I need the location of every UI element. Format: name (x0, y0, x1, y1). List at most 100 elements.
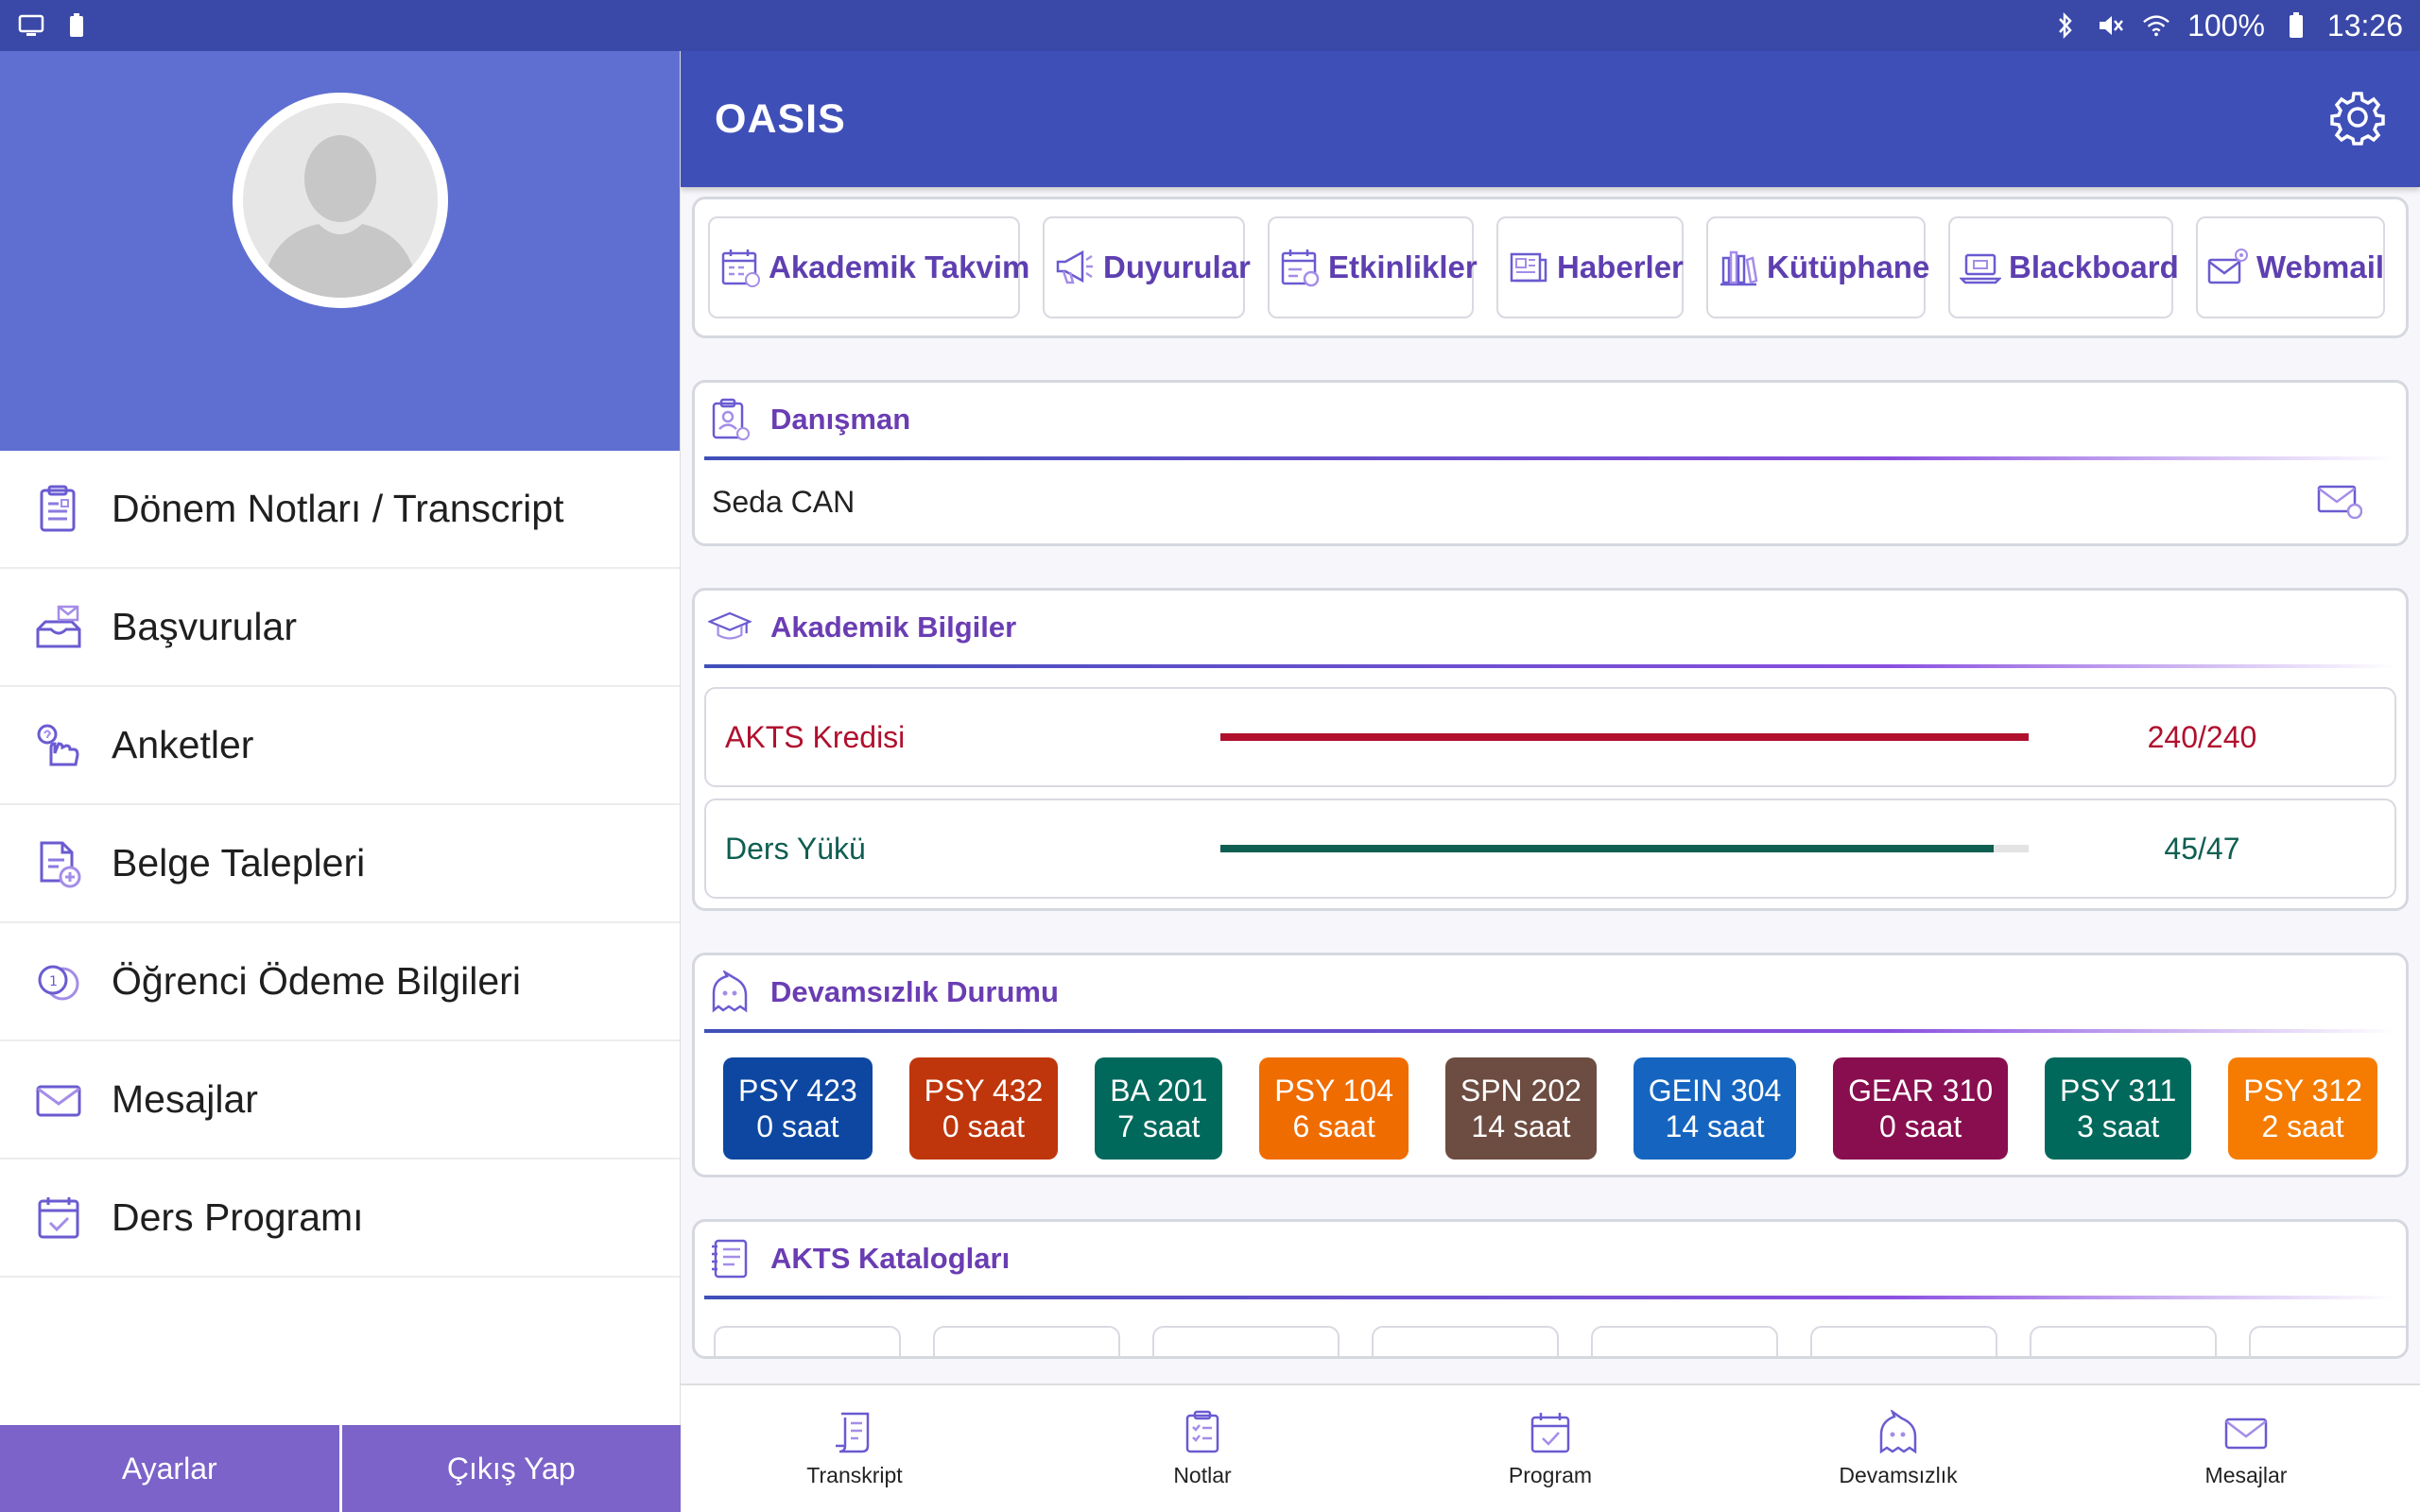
nav-label: Transkript (806, 1462, 903, 1487)
nav-label: Notlar (1173, 1462, 1232, 1487)
nav-program[interactable]: Program (1409, 1410, 1692, 1488)
advisor-name: Seda CAN (712, 484, 856, 519)
catalog-button[interactable] (1372, 1326, 1559, 1356)
quick-link-webmail[interactable]: Webmail (2196, 216, 2385, 318)
absence-chip-psy104[interactable]: PSY 104 6 saat (1259, 1057, 1409, 1160)
academic-info-card: Akademik Bilgiler AKTS Kredisi 240/240 D… (692, 588, 2409, 911)
applications-icon (34, 603, 83, 652)
course-code: GEIN 304 (1648, 1074, 1782, 1108)
absence-chip-ba201[interactable]: BA 201 7 saat (1095, 1057, 1223, 1160)
course-code: PSY 423 (738, 1074, 857, 1108)
section-divider (704, 1296, 2396, 1299)
app-bar: OASIS (681, 51, 2420, 187)
catalog-button[interactable] (2249, 1326, 2406, 1356)
section-divider (704, 664, 2396, 668)
course-load-row: Ders Yükü 45/47 (704, 799, 2396, 899)
absence-card: Devamsızlık Durumu PSY 423 0 saat PSY 432… (692, 953, 2409, 1177)
drawer-item-label: Ders Programı (112, 1195, 364, 1239)
calendar-icon (1528, 1410, 1573, 1455)
drawer-header (0, 51, 680, 451)
logout-button[interactable]: Çıkış Yap (338, 1425, 681, 1512)
catalog-button[interactable] (714, 1326, 901, 1356)
send-mail-icon[interactable] (2317, 481, 2363, 524)
survey-icon (34, 721, 83, 770)
battery-percent: 100% (2187, 8, 2265, 43)
nav-grades[interactable]: Notlar (1061, 1410, 1344, 1488)
nav-messages[interactable]: Mesajlar (2104, 1410, 2388, 1488)
nav-transcript[interactable]: Transkript (713, 1410, 996, 1488)
catalog-list (695, 1299, 2406, 1356)
ects-credit-label: AKTS Kredisi (725, 719, 906, 754)
calendar-icon (719, 247, 761, 288)
document-request-icon (34, 839, 83, 888)
drawer-item-surveys[interactable]: Anketler (0, 687, 680, 805)
drawer-item-label: Anketler (112, 723, 254, 766)
battery-icon (2282, 11, 2310, 40)
quick-link-academic-calendar[interactable]: Akademik Takvim (708, 216, 1029, 318)
settings-button[interactable]: Ayarlar (0, 1425, 339, 1512)
absence-chip-gein304[interactable]: GEIN 304 14 saat (1633, 1057, 1797, 1160)
mail-icon (2223, 1410, 2269, 1455)
course-code: BA 201 (1110, 1074, 1208, 1108)
absence-hours: 14 saat (1471, 1109, 1571, 1143)
absence-hours: 2 saat (2261, 1109, 2344, 1143)
quick-link-label: Duyurular (1103, 249, 1251, 284)
absence-chip-psy312[interactable]: PSY 312 2 saat (2228, 1057, 2377, 1160)
advisor-card: Danışman Seda CAN (692, 380, 2409, 546)
absence-chip-psy432[interactable]: PSY 432 0 saat (908, 1057, 1059, 1160)
course-code: PSY 312 (2243, 1074, 2362, 1108)
drawer-footer: Ayarlar Çıkış Yap (0, 1425, 681, 1512)
ects-credit-row: AKTS Kredisi 240/240 (704, 687, 2396, 787)
event-icon (1279, 247, 1321, 288)
transcript-icon (832, 1410, 877, 1455)
laptop-icon (1960, 247, 2001, 288)
quick-link-events[interactable]: Etkinlikler (1268, 216, 1478, 318)
absence-icon (1876, 1409, 1921, 1455)
quick-link-label: Kütüphane (1767, 249, 1930, 284)
catalog-button[interactable] (1591, 1326, 1778, 1356)
course-code: SPN 202 (1460, 1074, 1582, 1108)
wifi-icon (2142, 11, 2170, 40)
absence-hours: 0 saat (942, 1109, 1026, 1143)
drawer-item-label: Dönem Notları / Transcript (112, 487, 564, 530)
nav-absence[interactable]: Devamsızlık (1756, 1409, 2040, 1488)
drawer-item-label: Mesajlar (112, 1077, 258, 1121)
absence-chip-gear310[interactable]: GEAR 310 0 saat (1833, 1057, 2009, 1160)
quick-link-news[interactable]: Haberler (1496, 216, 1684, 318)
quick-link-library[interactable]: Kütüphane (1706, 216, 1930, 318)
catalog-button[interactable] (1810, 1326, 1997, 1356)
drawer-item-payment-info[interactable]: 1 Öğrenci Ödeme Bilgileri (0, 923, 680, 1041)
catalog-button[interactable] (2030, 1326, 2217, 1356)
quick-link-blackboard[interactable]: Blackboard (1948, 216, 2179, 318)
gear-icon[interactable] (2329, 89, 2386, 150)
mute-icon (2097, 11, 2125, 40)
drawer-item-messages[interactable]: Mesajlar (0, 1041, 680, 1160)
nav-label: Devamsızlık (1839, 1462, 1958, 1487)
drawer-item-label: Belge Talepleri (112, 841, 366, 885)
absence-chip-psy423[interactable]: PSY 423 0 saat (723, 1057, 873, 1160)
absence-hours: 7 saat (1117, 1109, 1201, 1143)
grades-icon (1180, 1410, 1225, 1455)
catalogs-title: AKTS Katalogları (770, 1242, 1011, 1275)
avatar[interactable] (232, 93, 448, 308)
drawer-item-applications[interactable]: Başvurular (0, 569, 680, 687)
course-load-value: 45/47 (2164, 831, 2240, 866)
drawer-menu: Dönem Notları / Transcript Başvurular An… (0, 451, 680, 1278)
nav-label: Program (1508, 1462, 1593, 1487)
drawer-item-transcript[interactable]: Dönem Notları / Transcript (0, 451, 680, 569)
drawer-item-document-requests[interactable]: Belge Talepleri (0, 805, 680, 923)
absence-chip-spn202[interactable]: SPN 202 14 saat (1444, 1057, 1597, 1160)
payment-icon: 1 (34, 957, 83, 1006)
ects-credit-progress-bar (1219, 733, 2029, 741)
catalog-button[interactable] (1152, 1326, 1340, 1356)
course-code: PSY 432 (924, 1074, 1044, 1108)
main-content: OASIS Akademik Takvim Duyurular Etkinlik… (681, 51, 2420, 1512)
quick-link-announcements[interactable]: Duyurular (1043, 216, 1251, 318)
catalogs-header: AKTS Katalogları (695, 1222, 2406, 1296)
bluetooth-icon (2051, 11, 2080, 40)
absence-chip-psy311[interactable]: PSY 311 3 saat (2044, 1057, 2192, 1160)
advisor-title: Danışman (770, 403, 911, 436)
catalog-button[interactable] (933, 1326, 1120, 1356)
drawer-item-schedule[interactable]: Ders Programı (0, 1160, 680, 1278)
user-avatar-icon (242, 103, 438, 298)
